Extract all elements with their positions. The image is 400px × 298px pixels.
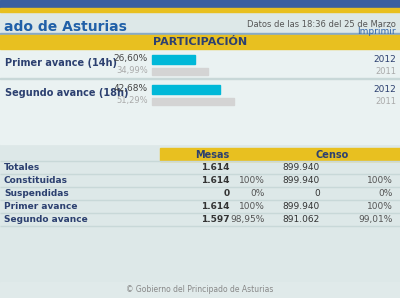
Text: 891.062: 891.062 <box>283 215 320 224</box>
Bar <box>0 0 400 8</box>
Text: 899.940: 899.940 <box>283 163 320 172</box>
Text: 0%: 0% <box>251 189 265 198</box>
Text: 0: 0 <box>224 189 230 198</box>
Text: Censo: Censo <box>316 150 349 159</box>
Text: Segundo avance: Segundo avance <box>4 215 88 224</box>
Bar <box>0 33 400 34</box>
Text: Segundo avance (18h): Segundo avance (18h) <box>5 88 128 98</box>
Bar <box>0 78 400 79</box>
Text: 2012: 2012 <box>373 85 396 94</box>
Text: Totales: Totales <box>4 163 40 172</box>
Text: 2011: 2011 <box>375 97 396 105</box>
Bar <box>152 98 234 105</box>
Text: 2012: 2012 <box>373 55 396 63</box>
Text: 42,68%: 42,68% <box>114 85 148 94</box>
Text: 100%: 100% <box>239 202 265 211</box>
Text: 34,99%: 34,99% <box>116 66 148 75</box>
Text: Mesas: Mesas <box>195 150 230 159</box>
Bar <box>0 282 400 298</box>
Text: 899.940: 899.940 <box>283 176 320 185</box>
Text: 99,01%: 99,01% <box>359 215 393 224</box>
Text: ado de Asturias: ado de Asturias <box>4 20 127 34</box>
Text: Primer avance (14h): Primer avance (14h) <box>5 58 117 68</box>
Bar <box>0 173 400 174</box>
Bar <box>152 85 220 94</box>
Text: Constituidas: Constituidas <box>4 176 68 185</box>
Text: 1.614: 1.614 <box>202 176 230 185</box>
Text: 26,60%: 26,60% <box>114 55 148 63</box>
Text: Imprimir: Imprimir <box>357 27 396 36</box>
Bar <box>152 68 208 75</box>
Text: 2011: 2011 <box>375 66 396 75</box>
Text: Suspendidas: Suspendidas <box>4 189 69 198</box>
Bar <box>0 49 400 144</box>
Text: 100%: 100% <box>367 176 393 185</box>
Text: Primer avance: Primer avance <box>4 202 78 211</box>
Bar <box>0 212 400 213</box>
Text: 0%: 0% <box>379 189 393 198</box>
Text: 98,95%: 98,95% <box>231 215 265 224</box>
Bar <box>160 148 400 161</box>
Bar <box>0 199 400 200</box>
Text: PARTICIPACIÓN: PARTICIPACIÓN <box>153 37 247 47</box>
Text: 51,29%: 51,29% <box>116 97 148 105</box>
Text: 1.597: 1.597 <box>201 215 230 224</box>
Bar <box>152 55 194 64</box>
Text: 899.940: 899.940 <box>283 202 320 211</box>
Bar <box>0 8 400 12</box>
Text: Datos de las 18:36 del 25 de Marzo: Datos de las 18:36 del 25 de Marzo <box>247 20 396 29</box>
Text: 1.614: 1.614 <box>202 202 230 211</box>
Text: © Gobierno del Principado de Asturias: © Gobierno del Principado de Asturias <box>126 285 274 294</box>
Text: 0: 0 <box>314 189 320 198</box>
Text: 100%: 100% <box>367 202 393 211</box>
Text: 1.614: 1.614 <box>202 163 230 172</box>
Text: 100%: 100% <box>239 176 265 185</box>
Bar <box>0 35 400 49</box>
